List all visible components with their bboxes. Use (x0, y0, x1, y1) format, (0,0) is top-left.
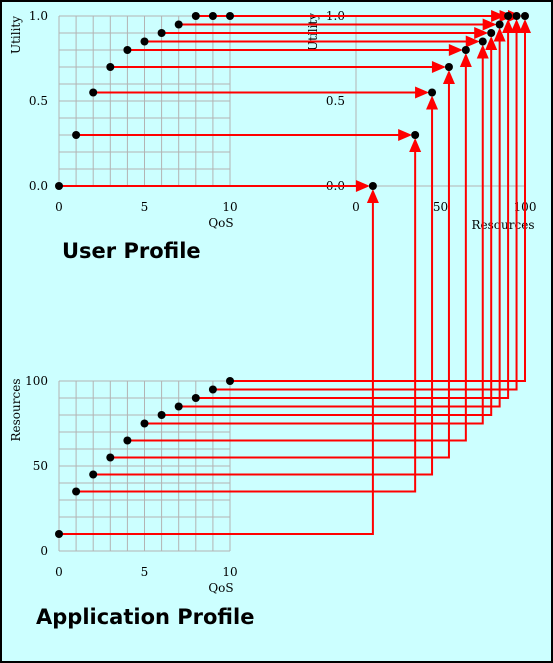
utility-resource-point (461, 46, 470, 54)
application-profile-point (89, 470, 98, 479)
resource-arrow (127, 62, 467, 442)
x-axis-label: QoS (208, 216, 233, 230)
application-profile-point (174, 402, 183, 411)
y-tick-label: 0.0 (29, 179, 48, 193)
resource-arrow (144, 53, 484, 425)
application-profile-point (157, 411, 166, 419)
application-profile-point (191, 394, 200, 402)
utility-resource-point (521, 12, 529, 20)
resource-arrow (161, 45, 493, 416)
x-tick-label: 5 (141, 200, 149, 214)
application-profile-point (55, 530, 63, 538)
user-profile-point (208, 12, 217, 20)
x-tick-label: 10 (222, 565, 237, 579)
utility-resource-point (368, 182, 377, 190)
resource-arrow (195, 28, 510, 399)
arrowhead (502, 19, 515, 33)
data-points (55, 12, 529, 538)
arrowhead (519, 19, 531, 33)
x-axis-label: Resources (472, 218, 535, 232)
user-profile-point (226, 12, 234, 20)
application-profile-point (106, 453, 115, 462)
x-tick-label: 50 (433, 200, 448, 214)
arrowhead (431, 61, 446, 73)
utility-resource-point (428, 88, 437, 97)
utility-resource-point (478, 37, 487, 46)
x-tick-label: 0 (352, 200, 360, 214)
x-axis-label: QoS (208, 581, 233, 595)
application-profile-point (226, 377, 234, 385)
arrowhead (366, 189, 379, 203)
user-profile-point (106, 63, 115, 71)
y-tick-label: 0 (40, 544, 48, 558)
user-profile-point (174, 20, 183, 29)
application-profile-point (140, 419, 149, 428)
user-profile-title: User Profile (62, 239, 201, 263)
user-profile-point (89, 88, 98, 97)
arrowhead (465, 35, 480, 48)
user-profile-point (157, 29, 166, 37)
application-profile-point (72, 487, 81, 496)
x-tick-label: 0 (55, 200, 63, 214)
arrowhead (355, 180, 370, 192)
arrowhead (476, 44, 489, 59)
arrowhead (485, 36, 498, 50)
x-tick-label: 0 (55, 565, 63, 579)
arrowhead (442, 70, 455, 84)
y-axis-label: Utility (9, 16, 23, 54)
arrowhead (474, 27, 489, 39)
arrowhead (398, 129, 413, 141)
resource-arrow (230, 28, 526, 382)
y-axis-label: Utility (306, 13, 320, 51)
utility-resource-point (444, 63, 453, 71)
utility-resource-point (504, 12, 513, 20)
x-tick-label: 5 (141, 565, 149, 579)
y-tick-label: 0.5 (326, 94, 345, 108)
resource-arrow (76, 147, 417, 493)
arrowhead (448, 44, 463, 56)
y-tick-label: 1.0 (29, 9, 48, 23)
y-tick-label: 0.5 (29, 94, 48, 108)
arrowhead (482, 18, 497, 31)
resource-arrow (59, 198, 374, 535)
arrowhead (459, 53, 472, 67)
utility-resource-point (495, 20, 504, 29)
arrowhead (415, 86, 430, 99)
utility-resource-point (487, 29, 496, 37)
y-tick-label: 50 (33, 459, 48, 473)
user-profile-point (55, 182, 63, 190)
utility-resource-point (512, 12, 521, 20)
arrowhead (409, 138, 422, 152)
y-axis-label: Resources (9, 379, 23, 442)
resource-arrow (178, 36, 501, 408)
user-profile-point (72, 131, 81, 139)
y-tick-label: 100 (25, 374, 48, 388)
application-profile-title: Application Profile (36, 605, 254, 629)
application-profile-point (208, 385, 217, 394)
utility-resource-point (411, 131, 420, 139)
arrowhead (510, 19, 523, 33)
resource-arrow (110, 79, 450, 459)
arrowhead (426, 95, 439, 110)
arrowhead (493, 27, 506, 42)
x-tick-label: 10 (222, 200, 237, 214)
application-profile-point (123, 436, 132, 445)
resource-arrow (212, 28, 518, 391)
resource-arrow (93, 104, 434, 476)
user-profile-point (123, 46, 132, 54)
user-profile-point (140, 37, 149, 46)
user-profile-point (191, 12, 200, 20)
